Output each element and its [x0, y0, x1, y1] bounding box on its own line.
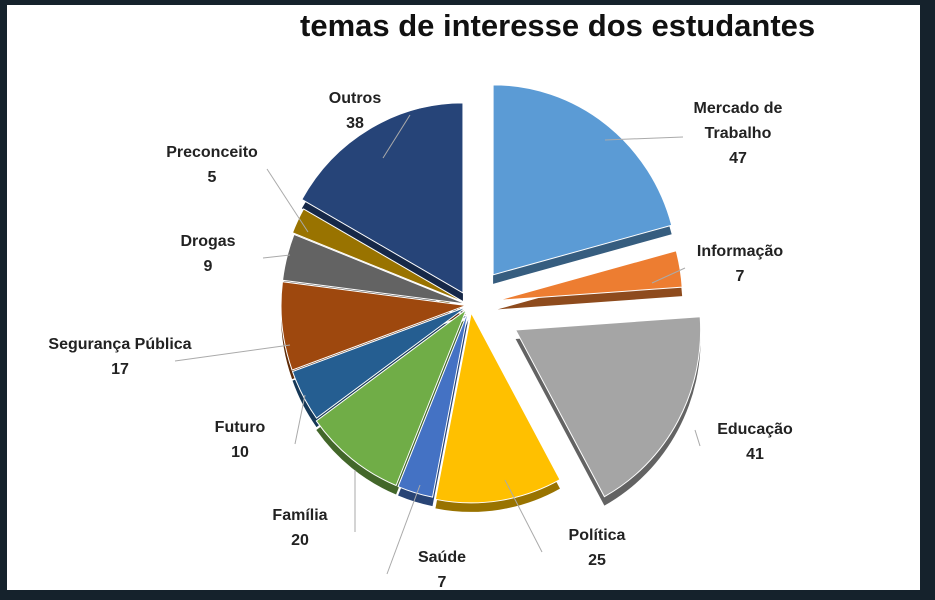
- leader-line: [386, 484, 421, 575]
- pie-slice: [497, 250, 683, 301]
- pie-slice: [492, 84, 673, 276]
- slice-value: 7: [736, 268, 745, 285]
- slice-value: 9: [204, 258, 213, 275]
- slice-value: 10: [231, 444, 249, 461]
- slice-label: Drogas: [180, 233, 235, 250]
- leader-line: [504, 479, 543, 553]
- pie-slice: [514, 316, 702, 498]
- pie-slice: [301, 102, 464, 294]
- leader-line: [604, 136, 684, 141]
- slice-value: 47: [729, 150, 747, 167]
- slice-label: Saúde: [418, 549, 466, 566]
- leader-line: [382, 114, 411, 159]
- slice-value: 17: [111, 361, 129, 378]
- slice-label: Trabalho: [705, 125, 772, 142]
- slice-label: Preconceito: [166, 144, 258, 161]
- slice-label: Família: [272, 507, 327, 524]
- pie-slice: [315, 308, 468, 487]
- leader-line: [262, 254, 291, 259]
- leader-line: [294, 394, 306, 445]
- slice-label: Informação: [697, 243, 783, 260]
- slice-label: Outros: [329, 90, 382, 107]
- slice-label: Política: [569, 527, 626, 544]
- slice-value: 7: [438, 574, 447, 591]
- leader-line: [651, 267, 686, 284]
- slice-value: 38: [346, 115, 364, 132]
- leader-line: [174, 344, 291, 362]
- leader-line: [694, 429, 701, 447]
- slice-label: Mercado de: [694, 100, 783, 117]
- slice-value: 20: [291, 532, 309, 549]
- chart-title: temas de interesse dos estudantes: [300, 8, 816, 43]
- slice-value: 5: [208, 169, 217, 186]
- slice-value: 41: [746, 446, 764, 463]
- pie-slice: [434, 311, 561, 504]
- pie-slice: [397, 310, 469, 498]
- pie-slice: [291, 306, 467, 419]
- pie-slice: [291, 208, 465, 303]
- pie-slice: [282, 233, 467, 305]
- slice-value: 25: [588, 552, 606, 569]
- pie-slice: [280, 281, 467, 371]
- leader-line: [266, 168, 309, 233]
- slice-label: Educação: [717, 421, 793, 438]
- slice-label: Futuro: [215, 419, 266, 436]
- slice-label: Segurança Pública: [48, 336, 191, 353]
